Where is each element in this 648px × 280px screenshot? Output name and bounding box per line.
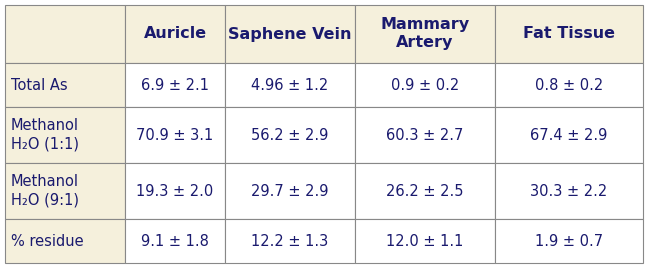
Text: Methanol
H₂O (1:1): Methanol H₂O (1:1)	[11, 118, 79, 151]
Bar	[355, 219, 495, 263]
Text: 9.1 ± 1.8: 9.1 ± 1.8	[141, 234, 209, 249]
Bar	[355, 63, 495, 107]
Text: 0.8 ± 0.2: 0.8 ± 0.2	[535, 78, 603, 92]
Text: 67.4 ± 2.9: 67.4 ± 2.9	[530, 127, 608, 143]
Bar	[225, 5, 355, 63]
Bar	[5, 5, 125, 63]
Bar	[225, 163, 355, 219]
Text: 26.2 ± 2.5: 26.2 ± 2.5	[386, 183, 464, 199]
Bar	[225, 107, 355, 163]
Text: 56.2 ± 2.9: 56.2 ± 2.9	[251, 127, 329, 143]
Text: 19.3 ± 2.0: 19.3 ± 2.0	[136, 183, 214, 199]
Text: Auricle: Auricle	[143, 27, 207, 41]
Bar	[5, 163, 125, 219]
Text: % residue: % residue	[11, 234, 84, 249]
Bar	[495, 163, 643, 219]
Text: Saphene Vein: Saphene Vein	[228, 27, 352, 41]
Bar	[125, 5, 225, 63]
Text: 12.2 ± 1.3: 12.2 ± 1.3	[251, 234, 329, 249]
Bar	[495, 63, 643, 107]
Bar	[495, 219, 643, 263]
Text: Methanol
H₂O (9:1): Methanol H₂O (9:1)	[11, 174, 79, 207]
Text: 0.9 ± 0.2: 0.9 ± 0.2	[391, 78, 459, 92]
Bar	[5, 107, 125, 163]
Bar	[5, 63, 125, 107]
Bar	[125, 163, 225, 219]
Text: 60.3 ± 2.7: 60.3 ± 2.7	[386, 127, 464, 143]
Bar	[125, 63, 225, 107]
Bar	[355, 5, 495, 63]
Text: 29.7 ± 2.9: 29.7 ± 2.9	[251, 183, 329, 199]
Bar	[225, 63, 355, 107]
Text: 1.9 ± 0.7: 1.9 ± 0.7	[535, 234, 603, 249]
Text: Mammary
Artery: Mammary Artery	[380, 17, 470, 50]
Text: Fat Tissue: Fat Tissue	[523, 27, 615, 41]
Text: Total As: Total As	[11, 78, 67, 92]
Bar	[125, 107, 225, 163]
Text: 12.0 ± 1.1: 12.0 ± 1.1	[386, 234, 464, 249]
Bar	[355, 107, 495, 163]
Bar	[495, 5, 643, 63]
Bar	[355, 163, 495, 219]
Bar	[125, 219, 225, 263]
Bar	[225, 219, 355, 263]
Text: 4.96 ± 1.2: 4.96 ± 1.2	[251, 78, 329, 92]
Bar	[495, 107, 643, 163]
Text: 70.9 ± 3.1: 70.9 ± 3.1	[136, 127, 214, 143]
Bar	[5, 219, 125, 263]
Text: 6.9 ± 2.1: 6.9 ± 2.1	[141, 78, 209, 92]
Text: 30.3 ± 2.2: 30.3 ± 2.2	[530, 183, 608, 199]
